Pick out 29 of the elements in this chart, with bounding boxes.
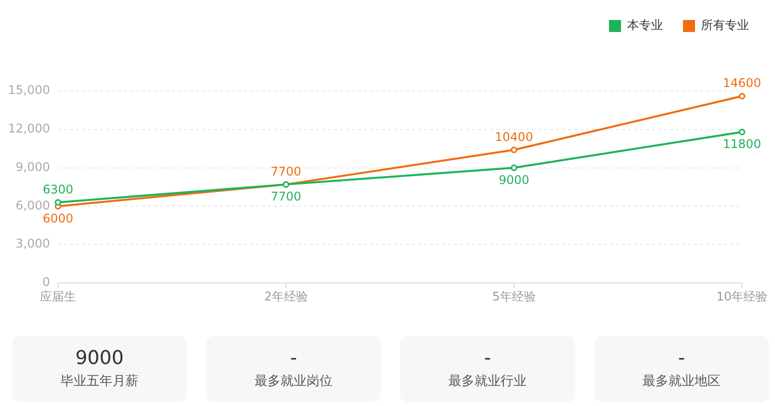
- stat-card: 9000 毕业五年月薪: [12, 336, 187, 402]
- x-tick-label: 10年经验: [716, 289, 768, 304]
- stat-card: - 最多就业岗位: [206, 336, 381, 402]
- point: [738, 128, 746, 136]
- x-tick-label: 5年经验: [492, 289, 536, 304]
- y-tick-label: 0: [42, 275, 50, 290]
- point: [510, 146, 518, 154]
- data-label: 7700: [270, 190, 302, 204]
- data-label: 11800: [722, 137, 762, 152]
- data-label: 6300: [42, 182, 74, 196]
- legend-label: 所有专业: [701, 18, 749, 32]
- data-label: 7700: [270, 164, 302, 179]
- legend-label: 本专业: [627, 18, 663, 32]
- data-label: 10400: [494, 130, 534, 144]
- y-tick-label: 6,000: [16, 198, 50, 212]
- data-label: 6000: [42, 211, 74, 226]
- y-tick-label: 15,000: [8, 83, 50, 98]
- point: [510, 164, 518, 172]
- data-label: 9000: [498, 172, 530, 187]
- point: [54, 199, 62, 206]
- data-label: 14600: [722, 76, 762, 90]
- x-tick-label: 应届生: [40, 289, 76, 304]
- y-tick-label: 3,000: [16, 236, 50, 251]
- point: [738, 92, 746, 100]
- y-tick-label: 9,000: [16, 160, 50, 174]
- x-tick-label: 2年经验: [264, 289, 308, 304]
- stat-card: - 最多就业地区: [594, 336, 769, 402]
- stat-card: - 最多就业行业: [400, 336, 575, 402]
- y-tick-label: 12,000: [8, 122, 50, 136]
